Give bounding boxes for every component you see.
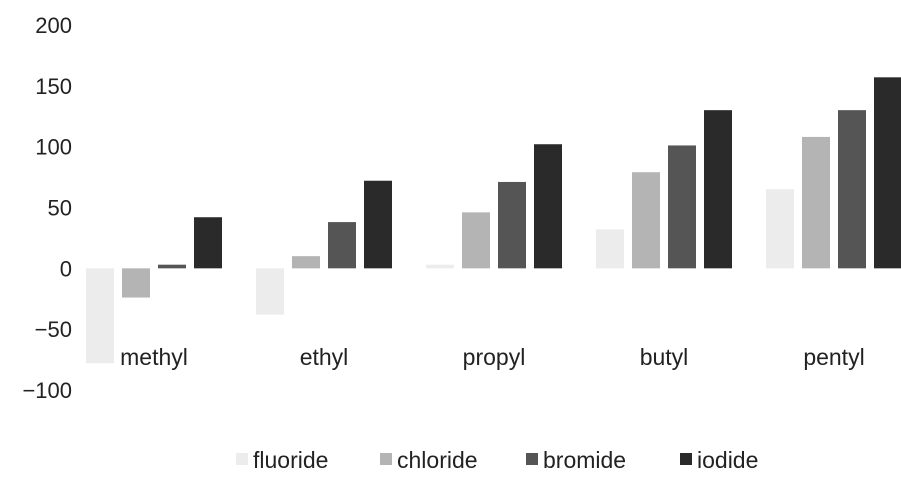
y-tick-label: 150 [35,74,72,99]
bar-iodide-ethyl [364,180,392,269]
bar-bromide-butyl [668,145,696,269]
bar-fluoride-propyl [426,264,454,269]
bar-fluoride-butyl [596,229,624,269]
y-tick-label: 50 [48,196,72,221]
bar-fluoride-methyl [86,268,114,364]
bar-chloride-butyl [632,172,660,269]
bar-iodide-pentyl [874,77,901,269]
bar-iodide-propyl [534,144,562,269]
y-tick-label: 200 [35,13,72,38]
bar-chloride-pentyl [802,136,830,269]
y-tick-label: −100 [22,378,72,403]
legend-label: chloride [397,447,478,473]
x-category-label: ethyl [300,344,349,370]
bar-bromide-propyl [498,181,526,269]
bar-fluoride-ethyl [256,268,284,315]
legend-label: fluoride [253,447,328,473]
bar-bromide-pentyl [838,110,866,269]
bar-fluoride-pentyl [766,189,794,269]
x-category-label: methyl [120,344,188,370]
legend-swatch-chloride [380,453,392,465]
legend-swatch-iodide [680,453,692,465]
x-category-label: butyl [640,344,689,370]
bar-chloride-methyl [122,268,150,298]
x-category-label: propyl [463,344,526,370]
y-tick-label: 0 [60,256,72,281]
y-tick-label: −50 [35,317,72,342]
legend-swatch-bromide [526,453,538,465]
bar-chloride-ethyl [292,256,320,269]
legend-label: iodide [697,447,758,473]
bar-iodide-butyl [704,110,732,269]
bar-bromide-methyl [158,264,186,269]
legend-swatch-fluoride [236,453,248,465]
bar-chloride-propyl [462,212,490,269]
bar-bromide-ethyl [328,222,356,269]
legend-label: bromide [543,447,626,473]
bar-iodide-methyl [194,217,222,269]
y-tick-label: 100 [35,135,72,160]
x-category-label: pentyl [803,344,864,370]
